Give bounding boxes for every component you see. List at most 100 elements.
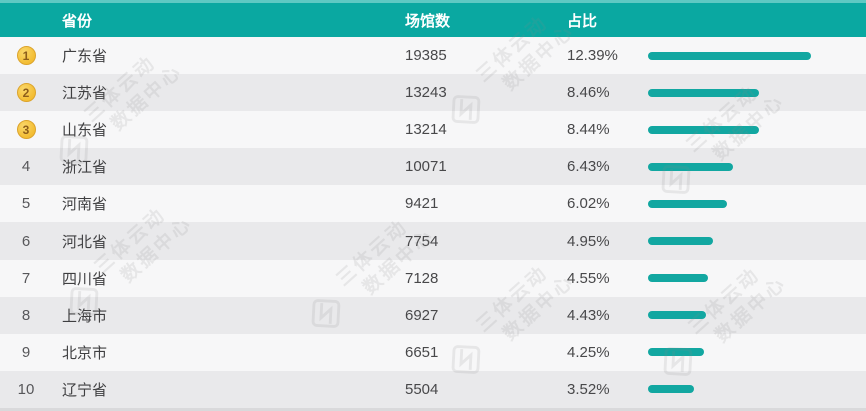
province-label: 辽宁省 [62, 381, 108, 399]
table-row: 5 河南省 9421 6.02% [0, 185, 866, 223]
province-label: 河北省 [62, 233, 108, 251]
rank-badge: 3 [16, 120, 36, 140]
table-row: 1 广东省 19385 12.39% [0, 37, 866, 75]
bar-cell [648, 311, 866, 320]
rank-badge: 4 [21, 158, 31, 176]
share-value: 6.43% [567, 158, 610, 176]
rank-badge: 7 [21, 269, 31, 287]
venue-count-cell: 13243 [405, 84, 567, 101]
rank-cell: 1 [0, 46, 52, 66]
venue-count-value: 5504 [405, 380, 439, 398]
table-header: 省份 场馆数 占比 [0, 0, 866, 37]
bar-cell [648, 199, 866, 208]
rank-cell: 2 [0, 83, 52, 103]
venue-count-value: 10071 [405, 158, 447, 176]
share-value: 8.46% [567, 84, 610, 102]
venue-count-value: 6927 [405, 306, 439, 324]
rank-cell: 4 [0, 158, 52, 175]
bar-cell [648, 237, 866, 246]
rank-badge: 1 [16, 46, 36, 66]
bar-cell [648, 385, 866, 394]
venue-count-cell: 7128 [405, 270, 567, 287]
share-bar [648, 311, 706, 320]
bar-cell [648, 125, 866, 134]
province-label: 河南省 [62, 196, 108, 214]
bar-cell [648, 274, 866, 283]
bar-cell [648, 348, 866, 357]
province-cell: 河北省 [52, 231, 405, 252]
share-bar [648, 125, 759, 134]
table-row: 7 四川省 7128 4.55% [0, 259, 866, 297]
venue-count-cell: 7754 [405, 233, 567, 250]
rank-cell: 3 [0, 120, 52, 140]
share-bar [648, 385, 694, 394]
share-value: 4.25% [567, 343, 610, 361]
share-cell: 8.46% [567, 84, 648, 101]
province-label: 江苏省 [62, 85, 108, 103]
venue-count-value: 19385 [405, 47, 447, 65]
bar-cell [648, 51, 866, 60]
header-share: 占比 [567, 12, 598, 30]
rank-badge: 8 [21, 306, 31, 324]
venue-count-value: 6651 [405, 343, 439, 361]
share-cell: 4.43% [567, 307, 648, 324]
rank-badge: 10 [17, 380, 35, 398]
venue-count-value: 7754 [405, 232, 439, 250]
venue-count-cell: 6927 [405, 307, 567, 324]
share-value: 12.39% [567, 47, 618, 65]
table-row: 4 浙江省 10071 6.43% [0, 148, 866, 186]
rank-badge: 2 [16, 83, 36, 103]
share-bar [648, 51, 811, 60]
province-label: 四川省 [62, 270, 108, 288]
province-label: 山东省 [62, 122, 108, 140]
share-bar [648, 274, 708, 283]
share-value: 4.55% [567, 269, 610, 287]
share-bar [648, 162, 733, 171]
table-row: 6 河北省 7754 4.95% [0, 222, 866, 260]
rank-badge: 9 [21, 343, 31, 361]
table-row: 2 江苏省 13243 8.46% [0, 74, 866, 112]
share-value: 3.52% [567, 380, 610, 398]
share-cell: 12.39% [567, 47, 648, 64]
share-value: 6.02% [567, 195, 610, 213]
rank-cell: 10 [0, 381, 52, 398]
table-row: 3 山东省 13214 8.44% [0, 111, 866, 149]
venue-count-cell: 13214 [405, 121, 567, 138]
share-cell: 4.95% [567, 233, 648, 250]
rank-badge: 6 [21, 232, 31, 250]
share-value: 4.95% [567, 232, 610, 250]
venue-count-cell: 10071 [405, 158, 567, 175]
venue-count-cell: 5504 [405, 381, 567, 398]
share-cell: 4.55% [567, 270, 648, 287]
table-body: 1 广东省 19385 12.39% 2 江苏省 13243 [0, 37, 866, 408]
table-row: 9 北京市 6651 4.25% [0, 333, 866, 371]
venue-count-value: 13243 [405, 84, 447, 102]
header-venue-count: 场馆数 [405, 12, 451, 30]
bar-cell [648, 88, 866, 97]
venue-count-value: 13214 [405, 121, 447, 139]
rank-cell: 9 [0, 344, 52, 361]
province-cell: 浙江省 [52, 156, 405, 177]
share-value: 4.43% [567, 306, 610, 324]
province-label: 北京市 [62, 344, 108, 362]
rank-cell: 5 [0, 195, 52, 212]
province-label: 浙江省 [62, 159, 108, 177]
bar-cell [648, 162, 866, 171]
header-province: 省份 [62, 12, 93, 30]
venue-count-cell: 6651 [405, 344, 567, 361]
share-cell: 6.02% [567, 195, 648, 212]
venue-count-value: 7128 [405, 269, 439, 287]
province-label: 上海市 [62, 307, 108, 325]
share-cell: 6.43% [567, 158, 648, 175]
table-row: 8 上海市 6927 4.43% [0, 296, 866, 334]
share-bar [648, 88, 759, 97]
share-bar [648, 348, 704, 357]
share-cell: 3.52% [567, 381, 648, 398]
province-cell: 上海市 [52, 305, 405, 326]
rank-cell: 6 [0, 233, 52, 250]
province-cell: 河南省 [52, 193, 405, 214]
province-cell: 北京市 [52, 342, 405, 363]
bottom-edge [0, 408, 866, 411]
province-label: 广东省 [62, 48, 108, 66]
